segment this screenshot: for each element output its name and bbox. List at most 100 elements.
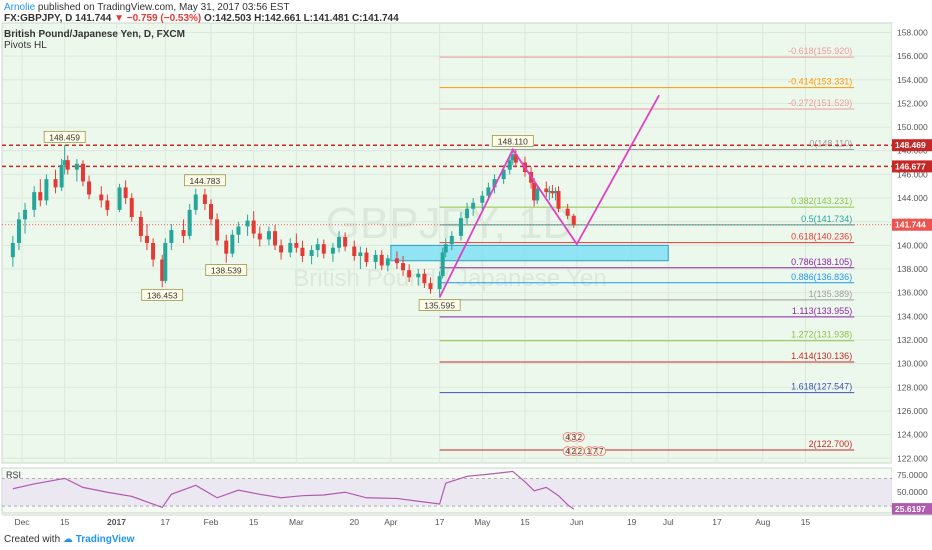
candle-body xyxy=(544,188,549,193)
candle-body xyxy=(443,244,448,253)
time-tick-label: Jun xyxy=(570,517,584,527)
candle-body xyxy=(513,154,518,163)
pivot-label-text: 138.539 xyxy=(211,266,242,276)
candle-body xyxy=(428,283,433,290)
count-marker-text: 2 xyxy=(572,447,577,456)
candle-body xyxy=(309,250,314,257)
pivot-label-text: 135.595 xyxy=(424,300,455,310)
author-link[interactable]: Arnolie xyxy=(4,2,36,13)
candle-body xyxy=(379,254,384,266)
candle-body xyxy=(471,202,476,209)
price-axis-background xyxy=(892,23,932,515)
rsi-value-tag xyxy=(892,503,932,516)
pivot-label-text: 144.783 xyxy=(190,176,221,186)
fib-level-label: 0(148.110) xyxy=(809,138,852,148)
time-tick-label: 15 xyxy=(520,517,530,527)
candle-body xyxy=(65,160,70,170)
candle-body xyxy=(62,160,67,165)
price-tick-label: 144.000 xyxy=(897,193,928,203)
price-axis-tag xyxy=(892,160,932,173)
candle-body xyxy=(193,194,198,210)
candle-body xyxy=(535,188,540,201)
price-tick-label: 122.000 xyxy=(897,453,928,463)
candle-body xyxy=(373,254,378,262)
candle-body xyxy=(394,258,399,264)
fib-level-label: 0.5(141.734) xyxy=(801,214,852,224)
candle-body xyxy=(59,164,64,188)
price-axis-tag xyxy=(892,139,932,152)
count-markers: 4 3 24 2 2 1 7 7 xyxy=(562,432,607,457)
candle-body xyxy=(129,198,134,217)
time-tick-label: 19 xyxy=(627,517,637,527)
time-tick-label: 17 xyxy=(161,517,171,527)
price-change: ▼ −0.759 (−0.53%) xyxy=(114,13,202,24)
candle-body xyxy=(486,187,491,196)
fib-level-label: 1.272(131.938) xyxy=(791,330,852,340)
price-tick-label: 138.000 xyxy=(897,264,928,274)
symbol-name[interactable]: FX:GBPJPY, D xyxy=(4,13,73,24)
candle-body xyxy=(407,270,412,278)
candle-body xyxy=(16,219,21,243)
candle-body xyxy=(300,247,305,257)
pivot-label-box xyxy=(491,135,534,147)
price-tick-label: 156.000 xyxy=(897,51,928,61)
support-zone-box xyxy=(390,244,669,262)
candle-body xyxy=(32,192,37,210)
symbol-line: FX:GBPJPY, D 141.744 ▼ −0.759 (−0.53%) O… xyxy=(4,13,399,24)
candle-body xyxy=(358,252,363,257)
candle-body xyxy=(288,243,293,253)
time-tick-label: Aug xyxy=(755,517,770,527)
candle-body xyxy=(465,208,470,219)
candle-body xyxy=(187,209,192,236)
candle-body xyxy=(163,243,168,281)
candle-body xyxy=(440,252,445,277)
candle-body xyxy=(266,231,271,240)
rsi-line xyxy=(12,470,575,510)
count-marker-circle xyxy=(574,432,585,442)
count-marker-text: 7 xyxy=(593,447,598,456)
candle-body xyxy=(209,203,213,220)
count-marker-text: 3 xyxy=(572,433,577,442)
candle-body xyxy=(230,234,235,254)
time-tick-label: Feb xyxy=(204,517,219,527)
price-tick-label: 146.000 xyxy=(897,169,928,179)
time-tick-label: 17 xyxy=(712,517,722,527)
time-tick-label: 15 xyxy=(60,517,70,527)
candle-body xyxy=(53,179,58,188)
candle-body xyxy=(321,244,326,254)
high-value: H:142.661 xyxy=(254,13,301,24)
time-tick-label: 15 xyxy=(801,517,811,527)
candle-body xyxy=(160,259,165,281)
pattern-projection-line xyxy=(438,94,660,298)
tradingview-cloud-icon: ☁ xyxy=(62,534,73,545)
fib-retracement: -0.618(155.920) -0.414(153.331) -0.272(151… xyxy=(439,46,855,451)
pivot-label-box xyxy=(43,130,86,143)
candle-body xyxy=(117,187,122,210)
series-title[interactable]: British Pound/Japanese Yen, D, FXCM xyxy=(4,29,185,40)
candle-body xyxy=(547,190,552,193)
count-marker-text: 1 xyxy=(587,447,592,456)
pivot-label-text: 148.459 xyxy=(49,132,80,142)
candle-body xyxy=(74,163,79,170)
fib-level-label: 1.113(133.955) xyxy=(792,306,852,316)
pivot-label-text: 148.110 xyxy=(498,136,528,146)
count-marker-text: 2 xyxy=(578,447,583,456)
candle-body xyxy=(315,244,320,251)
watermark-name: British Pound / Japanese Yen xyxy=(293,265,607,292)
candle-body xyxy=(23,209,28,220)
price-tick-label: 132.000 xyxy=(897,335,928,345)
time-tick-label: Dec xyxy=(14,517,30,527)
price-tick-label: 126.000 xyxy=(897,406,928,416)
count-marker-circle xyxy=(596,446,607,457)
indicator-label[interactable]: Pivots HL xyxy=(4,40,47,51)
rsi-tick-label: 50.0000 xyxy=(897,487,928,497)
fib-level-label: -0.414(153.331) xyxy=(788,77,852,87)
fib-level-label: 1.414(130.136) xyxy=(791,351,852,361)
price-axis-tag-text: 148.469 xyxy=(895,140,926,150)
price-tick-label: 124.000 xyxy=(897,430,928,440)
time-tick-label: 20 xyxy=(350,517,360,527)
tradingview-logo[interactable]: TradingView xyxy=(75,534,135,545)
time-tick-label: Apr xyxy=(384,517,397,527)
candle-body xyxy=(251,220,256,234)
